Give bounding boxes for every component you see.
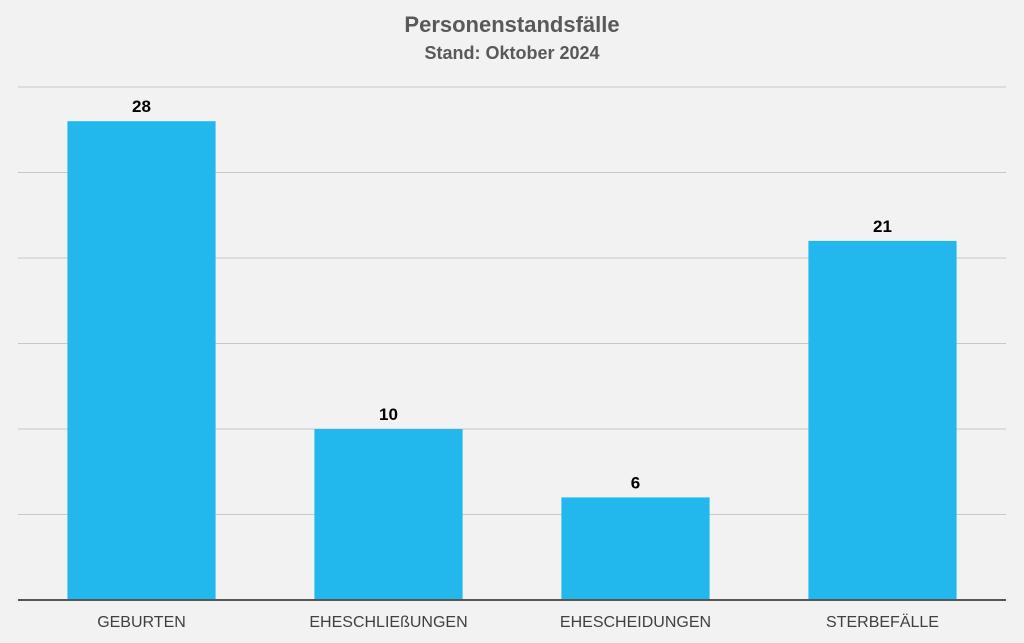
bar [561,497,709,600]
value-label: 28 [132,97,151,116]
value-labels: 28 10 6 21 [132,97,892,492]
bars [67,121,956,600]
bar [67,121,215,600]
category-label: EHESCHEIDUNGEN [560,614,711,631]
category-label: GEBURTEN [97,614,186,631]
value-label: 10 [379,405,398,424]
category-labels: GEBURTEN EHESCHLIEßUNGEN EHESCHEIDUNGEN STE… [97,613,939,631]
value-label: 21 [873,217,892,236]
bar [314,429,462,600]
category-label: EHESCHLIEßUNGEN [309,614,467,631]
value-label: 6 [631,473,640,492]
bar [808,241,956,600]
category-label: STERBEFÄLLE [826,613,939,631]
